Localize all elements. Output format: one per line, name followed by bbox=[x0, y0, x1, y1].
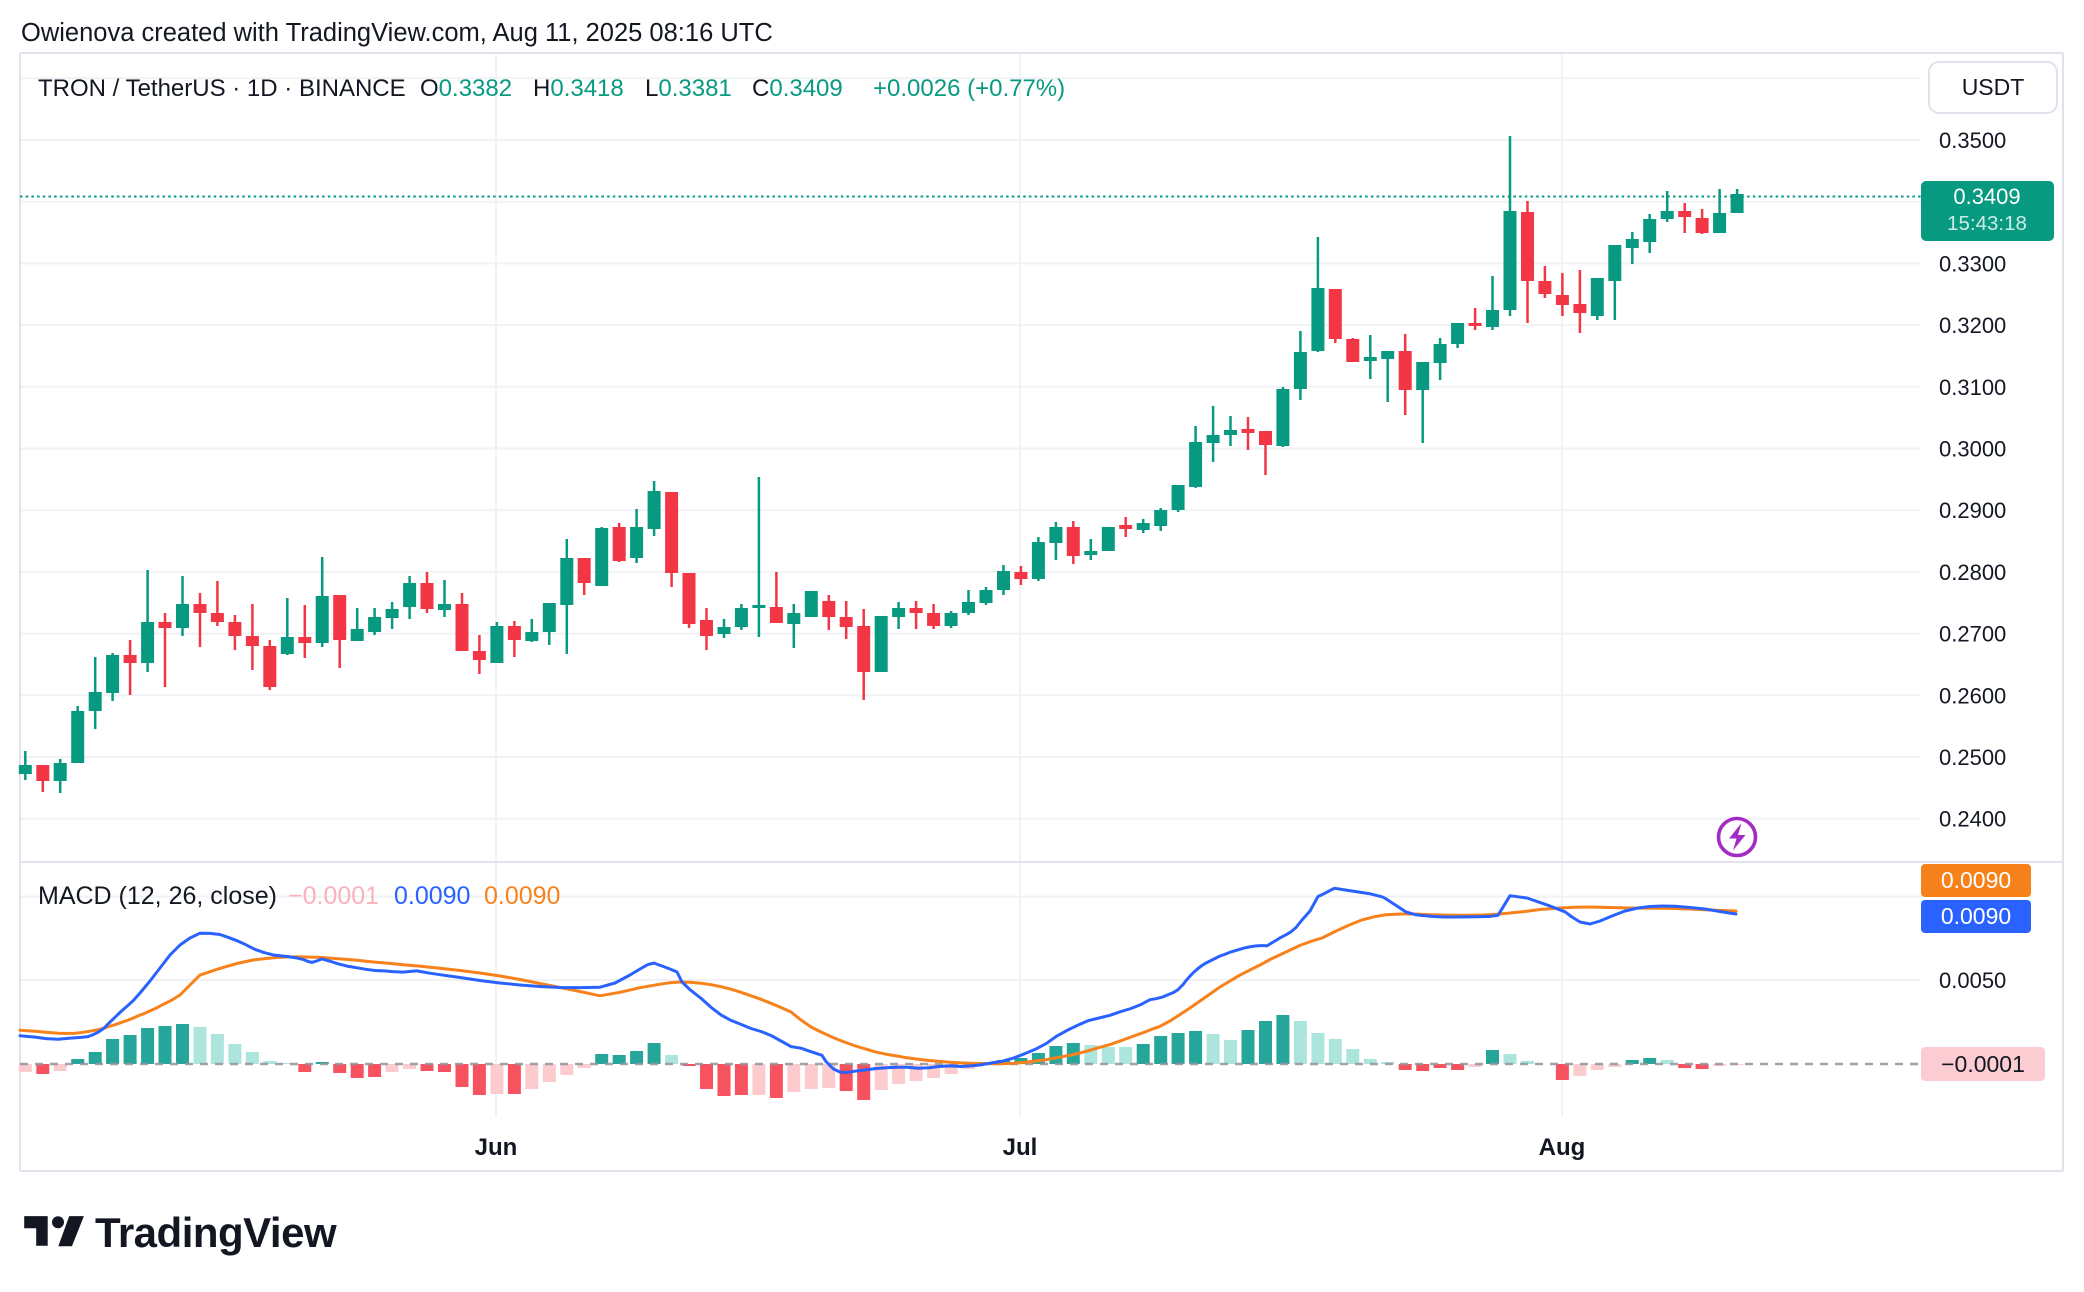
svg-text:0.3000: 0.3000 bbox=[1939, 437, 2006, 462]
svg-text:0.2700: 0.2700 bbox=[1939, 622, 2006, 647]
svg-text:0.3300: 0.3300 bbox=[1939, 251, 2006, 276]
svg-text:0.2800: 0.2800 bbox=[1939, 560, 2006, 585]
svg-text:USDT: USDT bbox=[1962, 74, 2025, 100]
svg-text:0.3500: 0.3500 bbox=[1939, 128, 2006, 153]
svg-text:Jul: Jul bbox=[1003, 1134, 1038, 1161]
svg-text:0.3100: 0.3100 bbox=[1939, 375, 2006, 400]
svg-text:−0.0001: −0.0001 bbox=[1941, 1051, 2025, 1077]
svg-text:0.2600: 0.2600 bbox=[1939, 683, 2006, 708]
svg-text:Jun: Jun bbox=[475, 1134, 518, 1161]
svg-text:0.3200: 0.3200 bbox=[1939, 313, 2006, 338]
svg-text:TradingView: TradingView bbox=[95, 1209, 337, 1256]
svg-text:0.0090: 0.0090 bbox=[1941, 867, 2011, 893]
svg-text:0.0090: 0.0090 bbox=[1941, 903, 2011, 929]
svg-text:Aug: Aug bbox=[1539, 1134, 1586, 1161]
svg-text:0.3409: 0.3409 bbox=[1953, 184, 2020, 209]
svg-text:TRON / TetherUS · 1D · BINANCE: TRON / TetherUS · 1D · BINANCE O0.3382 H0.… bbox=[38, 75, 1065, 102]
svg-text:0.2400: 0.2400 bbox=[1939, 807, 2006, 832]
svg-text:0.2900: 0.2900 bbox=[1939, 498, 2006, 523]
svg-text:15:43:18: 15:43:18 bbox=[1947, 212, 2027, 235]
svg-text:0.0050: 0.0050 bbox=[1939, 968, 2006, 993]
svg-text:Owienova created with TradingV: Owienova created with TradingView.com, A… bbox=[21, 19, 773, 47]
svg-text:0.2500: 0.2500 bbox=[1939, 745, 2006, 770]
